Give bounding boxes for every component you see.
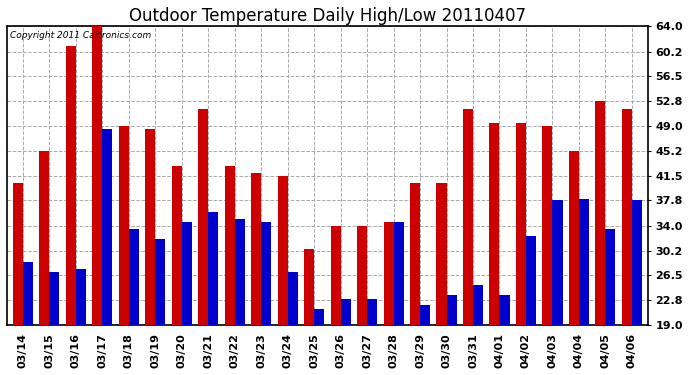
Bar: [235, 219, 245, 325]
Bar: [155, 239, 166, 325]
Bar: [393, 222, 404, 325]
Text: Copyright 2011 Cartronics.com: Copyright 2011 Cartronics.com: [10, 31, 151, 40]
Bar: [119, 126, 129, 325]
Bar: [446, 296, 457, 325]
Bar: [288, 272, 297, 325]
Bar: [367, 299, 377, 325]
Bar: [526, 236, 536, 325]
Bar: [198, 110, 208, 325]
Bar: [13, 183, 23, 325]
Bar: [66, 46, 76, 325]
Bar: [261, 222, 271, 325]
Bar: [304, 249, 314, 325]
Bar: [92, 27, 102, 325]
Title: Outdoor Temperature Daily High/Low 20110407: Outdoor Temperature Daily High/Low 20110…: [129, 7, 526, 25]
Bar: [595, 101, 605, 325]
Bar: [129, 229, 139, 325]
Bar: [76, 269, 86, 325]
Bar: [410, 183, 420, 325]
Bar: [208, 212, 218, 325]
Bar: [516, 123, 526, 325]
Bar: [632, 201, 642, 325]
Bar: [473, 285, 483, 325]
Bar: [622, 110, 632, 325]
Bar: [23, 262, 33, 325]
Bar: [500, 296, 509, 325]
Bar: [384, 222, 393, 325]
Bar: [49, 272, 59, 325]
Bar: [251, 172, 261, 325]
Bar: [569, 152, 579, 325]
Bar: [102, 129, 112, 325]
Bar: [437, 183, 446, 325]
Bar: [145, 129, 155, 325]
Bar: [314, 309, 324, 325]
Bar: [277, 176, 288, 325]
Bar: [463, 110, 473, 325]
Bar: [553, 201, 562, 325]
Bar: [172, 166, 181, 325]
Bar: [542, 126, 553, 325]
Bar: [331, 226, 341, 325]
Bar: [357, 226, 367, 325]
Bar: [181, 222, 192, 325]
Bar: [579, 199, 589, 325]
Bar: [420, 305, 430, 325]
Bar: [489, 123, 500, 325]
Bar: [225, 166, 235, 325]
Bar: [605, 229, 615, 325]
Bar: [39, 152, 49, 325]
Bar: [341, 299, 351, 325]
